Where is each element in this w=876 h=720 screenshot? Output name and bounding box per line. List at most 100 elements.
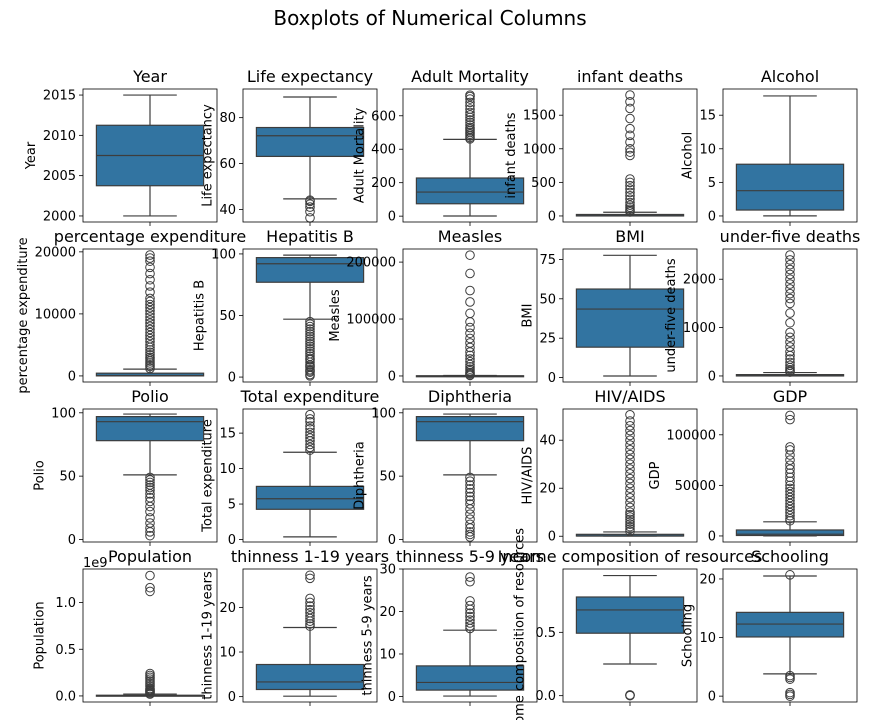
- outlier-point: [465, 285, 475, 296]
- outlier-point: [625, 459, 635, 470]
- outlier-point: [305, 348, 315, 359]
- outlier-point: [785, 360, 795, 371]
- y-tick-label: 60: [219, 157, 236, 172]
- outlier-point: [305, 424, 315, 434]
- outlier-point: [305, 324, 315, 334]
- subplot-title: BMI: [615, 227, 645, 246]
- y-axis-label: under-five deaths: [664, 258, 679, 372]
- y-tick-label: 40: [219, 203, 236, 218]
- outlier-point: [145, 337, 155, 347]
- outlier-point: [625, 507, 635, 518]
- subplot-title: under-five deaths: [720, 227, 861, 246]
- outlier-point: [625, 435, 635, 446]
- outlier-point: [145, 477, 155, 488]
- y-tick-label: 0: [68, 533, 76, 548]
- outlier-point: [305, 421, 315, 431]
- outlier-point: [305, 202, 315, 212]
- outlier-point: [145, 250, 155, 260]
- outlier-point: [785, 279, 795, 289]
- outlier-point: [465, 499, 475, 509]
- outlier-point: [145, 287, 155, 297]
- outlier-point: [785, 337, 795, 347]
- outlier-point: [145, 281, 155, 291]
- outlier-point: [305, 346, 315, 357]
- outlier-point: [145, 299, 155, 310]
- y-tick-label: 0.5: [535, 626, 556, 641]
- outlier-point: [785, 483, 795, 494]
- outlier-point: [465, 519, 475, 530]
- axes-frame: [562, 88, 698, 223]
- y-tick-label: 50: [219, 309, 236, 324]
- outlier-point: [785, 442, 795, 452]
- outlier-point: [625, 103, 635, 114]
- outlier-point: [465, 268, 475, 279]
- y-tick-label: 0: [708, 369, 716, 384]
- outlier-point: [145, 321, 155, 332]
- subplot-title: Polio: [131, 387, 169, 406]
- y-axis-label: HIV/AIDS: [521, 447, 536, 505]
- outlier-point: [145, 570, 155, 581]
- subplot-3: 0 500 1000 1500 infant deaths infant deaths: [504, 67, 698, 226]
- y-axis-label: percentage expenditure: [16, 237, 31, 393]
- outlier-point: [305, 593, 315, 604]
- subplot-title: Hepatitis B: [266, 227, 354, 246]
- subplot-title: GDP: [773, 387, 808, 406]
- y-tick-label: 0: [708, 529, 716, 544]
- y-axis-label: thinness 1-19 years: [201, 571, 216, 700]
- y-tick-label: 10: [219, 462, 236, 477]
- outlier-point: [465, 115, 475, 125]
- outlier-point: [465, 576, 475, 587]
- axes-frame: [562, 568, 698, 703]
- y-tick-label: 2000: [683, 273, 716, 288]
- outlier-point: [625, 473, 635, 484]
- outlier-point: [305, 364, 315, 375]
- outlier-point: [625, 488, 635, 498]
- iqr-box: [415, 416, 525, 442]
- outlier-point: [785, 501, 795, 512]
- iqr-box: [735, 529, 845, 537]
- outlier-point: [305, 607, 315, 618]
- axes-frame: [722, 568, 858, 703]
- y-tick-label: 20: [699, 572, 716, 587]
- outlier-point: [785, 259, 795, 270]
- outlier-point: [785, 472, 795, 483]
- outlier-point: [145, 482, 155, 493]
- outlier-point: [145, 518, 155, 528]
- outlier-point: [785, 498, 795, 509]
- outlier-point: [785, 332, 795, 343]
- outlier-point: [785, 346, 795, 357]
- y-tick-label: 100000: [346, 313, 396, 328]
- outlier-point: [625, 409, 635, 420]
- outlier-point: [625, 177, 635, 188]
- y-axis-label: thinness 5-9 years: [361, 575, 376, 695]
- y-tick-label: 10000: [35, 307, 76, 322]
- outlier-point: [625, 445, 635, 455]
- y-tick-label: 0.0: [55, 689, 76, 704]
- outlier-point: [625, 194, 635, 204]
- outlier-point: [465, 322, 475, 333]
- outlier-point: [785, 570, 795, 580]
- subplot-title: thinness 5-9 years: [396, 547, 544, 566]
- subplot-title: Income composition of resources: [498, 547, 763, 566]
- outlier-point: [785, 460, 795, 470]
- outlier-point: [145, 302, 155, 313]
- outlier-point: [465, 611, 475, 622]
- outlier-point: [465, 527, 475, 537]
- y-tick-label: 15: [219, 427, 236, 442]
- y-axis-label: Alcohol: [681, 132, 696, 179]
- outlier-point: [305, 416, 315, 427]
- outlier-point: [145, 268, 155, 279]
- axes-frame: [242, 248, 378, 383]
- subplot-title: Year: [132, 67, 167, 86]
- y-tick-label: 100: [211, 247, 236, 262]
- outlier-point: [785, 450, 795, 460]
- outlier-point: [465, 333, 475, 344]
- iqr-box: [255, 126, 365, 158]
- outlier-point: [465, 509, 475, 519]
- y-tick-label: 0: [388, 210, 396, 225]
- y-tick-label: 1000: [523, 142, 556, 157]
- y-tick-label: 50000: [675, 479, 716, 494]
- outlier-point: [625, 524, 635, 534]
- y-tick-label: 1.0: [55, 596, 76, 611]
